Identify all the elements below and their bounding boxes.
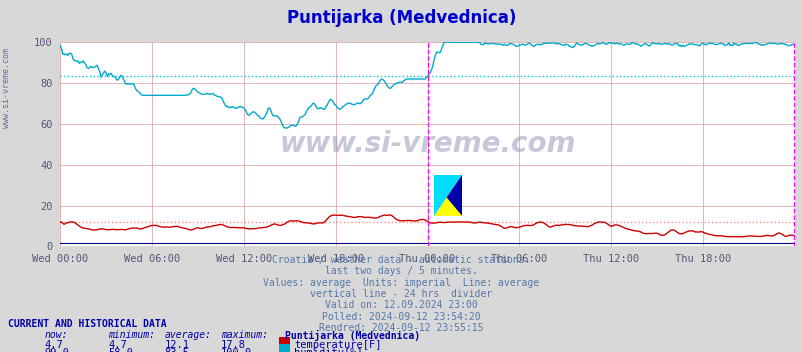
Text: 99.0: 99.0 (44, 348, 69, 352)
Text: 4.7: 4.7 (44, 340, 63, 350)
Text: 12.1: 12.1 (164, 340, 189, 350)
Text: 83.5: 83.5 (164, 348, 189, 352)
Text: minimum:: minimum: (108, 330, 156, 340)
Text: Rendred: 2024-09-12 23:55:15: Rendred: 2024-09-12 23:55:15 (319, 323, 483, 333)
Text: Croatia / weather data - automatic stations.: Croatia / weather data - automatic stati… (272, 255, 530, 265)
Text: last two days / 5 minutes.: last two days / 5 minutes. (325, 266, 477, 276)
Polygon shape (446, 175, 461, 216)
Text: Puntijarka (Medvednica): Puntijarka (Medvednica) (285, 330, 419, 341)
Polygon shape (433, 175, 461, 216)
Polygon shape (433, 175, 461, 216)
Text: CURRENT AND HISTORICAL DATA: CURRENT AND HISTORICAL DATA (8, 319, 167, 328)
Text: temperature[F]: temperature[F] (294, 340, 381, 350)
Text: www.si-vreme.com: www.si-vreme.com (2, 48, 11, 128)
Text: Values: average  Units: imperial  Line: average: Values: average Units: imperial Line: av… (263, 278, 539, 288)
Text: now:: now: (44, 330, 67, 340)
Text: Puntijarka (Medvednica): Puntijarka (Medvednica) (286, 9, 516, 27)
Text: Polled: 2024-09-12 23:54:20: Polled: 2024-09-12 23:54:20 (322, 312, 480, 321)
Text: Valid on: 12.09.2024 23:00: Valid on: 12.09.2024 23:00 (325, 300, 477, 310)
Text: www.si-vreme.com: www.si-vreme.com (279, 130, 575, 158)
Text: vertical line - 24 hrs  divider: vertical line - 24 hrs divider (310, 289, 492, 299)
Text: average:: average: (164, 330, 212, 340)
Text: humidity[%]: humidity[%] (294, 348, 363, 352)
Text: 100.0: 100.0 (221, 348, 252, 352)
Text: maximum:: maximum: (221, 330, 268, 340)
Text: 17.8: 17.8 (221, 340, 245, 350)
Text: 58.0: 58.0 (108, 348, 133, 352)
Text: 4.7: 4.7 (108, 340, 127, 350)
